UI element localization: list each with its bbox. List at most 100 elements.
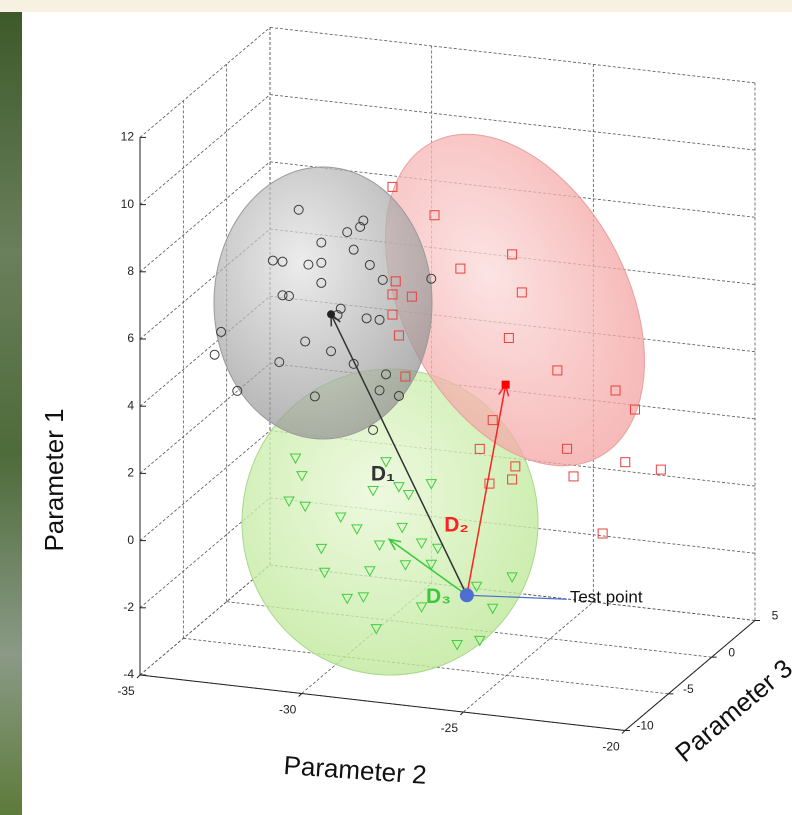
x-tick-label: -20 (602, 740, 620, 754)
square-marker (406, 291, 417, 302)
square-marker (429, 210, 440, 221)
triangle-marker (315, 543, 328, 555)
test-point (459, 588, 474, 603)
z-tick-label: 10 (121, 197, 135, 211)
triangle-marker (370, 624, 383, 635)
circle-marker (368, 424, 379, 435)
x-tick-mark (459, 711, 464, 716)
square-marker (507, 474, 518, 485)
triangle-marker (393, 482, 405, 493)
top-band (0, 0, 792, 12)
z-tick-label: -2 (123, 600, 134, 614)
y-tick-label: 0 (728, 645, 735, 659)
circle-marker (274, 357, 285, 368)
triangle-marker (470, 581, 483, 593)
z-tick-label: 6 (127, 331, 134, 345)
triangle-marker (373, 540, 386, 551)
triangle-marker (396, 522, 409, 534)
x-axis-line (139, 674, 626, 731)
square-marker (387, 309, 398, 320)
grid-line (139, 564, 271, 676)
grid-line (139, 27, 271, 138)
arrow-label: D₁ (371, 462, 395, 485)
circle-marker (364, 259, 375, 270)
square-marker (510, 461, 521, 472)
circle-marker (374, 385, 385, 396)
grid-line (183, 637, 669, 695)
square-marker (474, 443, 485, 454)
distance-arrow (388, 538, 468, 596)
y-axis-line (624, 620, 756, 731)
circle-marker (300, 336, 311, 347)
x-tick-mark (298, 693, 303, 697)
grid-line (139, 161, 271, 273)
arrow-head (387, 538, 402, 551)
circle-marker (267, 255, 278, 266)
triangle-marker (425, 479, 438, 490)
triangle-marker (415, 602, 428, 613)
grid-line (139, 430, 271, 541)
circle-marker (316, 237, 327, 248)
grid-line (269, 94, 756, 151)
triangle-marker (431, 543, 444, 555)
triangle-marker (415, 538, 428, 550)
triangle-marker (425, 559, 438, 571)
centroid-marker (327, 310, 336, 319)
triangle-marker (299, 501, 312, 513)
circle-marker (358, 215, 369, 226)
circle-marker (277, 256, 288, 267)
triangle-marker (341, 593, 354, 605)
data-layer: D₁ D₂ D₃ Test point (209, 181, 666, 651)
triangle-marker (367, 485, 379, 497)
z-tick-label: -4 (123, 667, 134, 681)
grid-line (269, 27, 756, 84)
square-marker (562, 443, 573, 454)
grid-line (139, 94, 271, 205)
y-tick-label: -10 (636, 719, 654, 733)
circle-marker (335, 303, 346, 314)
square-marker (568, 471, 579, 482)
circle-marker (316, 257, 327, 268)
square-marker (610, 385, 621, 396)
triangle-marker (334, 512, 347, 524)
z-tick-label: 4 (127, 398, 134, 412)
triangle-marker (357, 592, 370, 603)
square-marker (507, 249, 518, 260)
circle-marker (426, 273, 437, 284)
circle-marker (209, 349, 220, 360)
triangle-marker (296, 471, 308, 482)
circle-marker (377, 274, 388, 285)
square-marker (629, 404, 640, 415)
triangle-marker (318, 567, 331, 579)
test-point-label: Test point (570, 588, 643, 607)
arrow-label: D₂ (444, 513, 469, 536)
grid-line (463, 601, 594, 713)
square-marker (393, 330, 404, 341)
x-tick-mark (136, 674, 141, 679)
circle-marker (381, 369, 391, 380)
square-marker (597, 528, 608, 539)
z-tick-label: 12 (121, 130, 135, 144)
distance-arrow (466, 384, 507, 596)
circle-marker (277, 290, 288, 301)
square-marker (455, 263, 466, 274)
circle-marker (374, 314, 385, 325)
circle-marker (232, 385, 243, 396)
triangle-marker (283, 496, 295, 508)
square-marker (400, 371, 411, 382)
circle-marker (303, 259, 314, 270)
z-tick-label: 0 (127, 533, 134, 547)
y-tick-label: 5 (772, 609, 779, 623)
triangle-marker (451, 640, 463, 651)
circle-marker (342, 227, 353, 238)
z-axis-title: Parameter 1 (39, 408, 69, 551)
circle-marker (393, 390, 404, 401)
square-marker (516, 287, 527, 298)
z-tick-label: 8 (127, 264, 134, 278)
triangle-marker (351, 524, 363, 535)
y-tick-label: -5 (683, 682, 694, 696)
square-marker (387, 181, 398, 192)
